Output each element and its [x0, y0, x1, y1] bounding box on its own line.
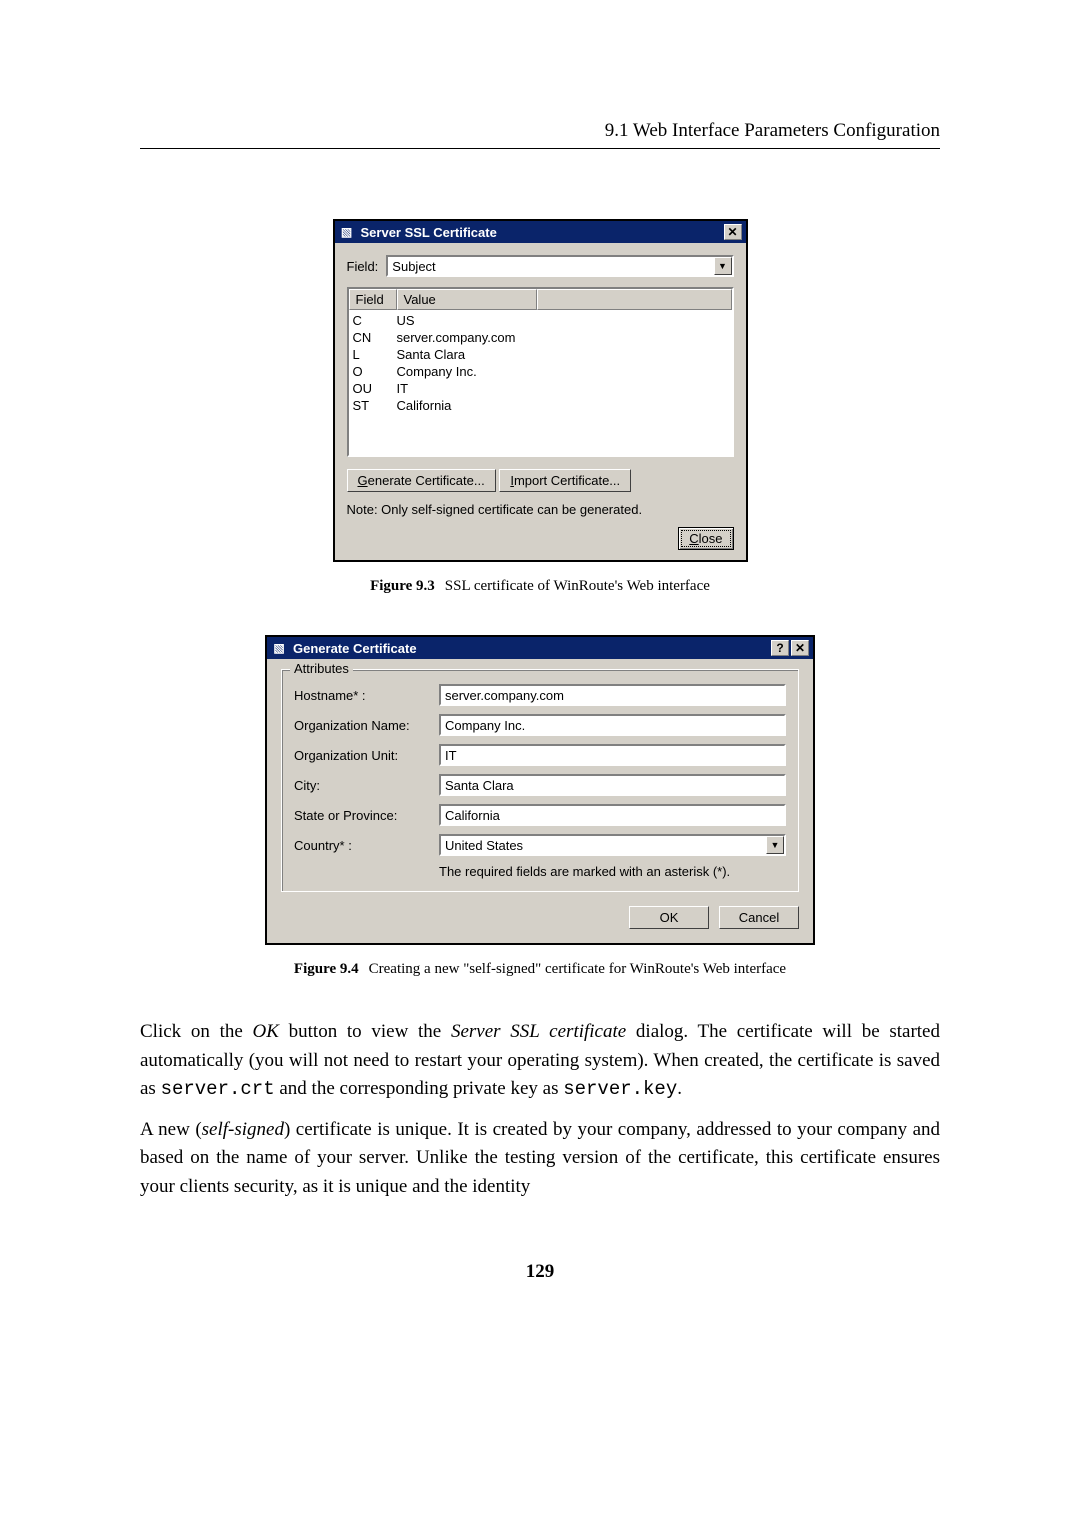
cert-field-name: OU [349, 381, 397, 396]
generate-certificate-dialog: ▧ Generate Certificate ? ✕ Attributes Ho… [265, 635, 815, 945]
state-or-province-field[interactable]: California [439, 804, 786, 826]
attributes-fieldset: Attributes Hostname* : server.company.co… [281, 669, 799, 892]
cert-field-value: Santa Clara [397, 347, 732, 362]
paragraph-2: A new (self-signed) certificate is uniqu… [140, 1116, 940, 1202]
city-field[interactable]: Santa Clara [439, 774, 786, 796]
cert-field-value: Company Inc. [397, 364, 732, 379]
page-number: 129 [140, 1261, 940, 1283]
organization-unit-field[interactable]: IT [439, 744, 786, 766]
column-header-blank [537, 289, 732, 310]
help-icon[interactable]: ? [771, 640, 789, 656]
figure-caption-9-3: Figure 9.3 SSL certificate of WinRoute's … [140, 578, 940, 595]
field-label: Field: [347, 259, 379, 274]
chevron-down-icon[interactable]: ▼ [766, 836, 784, 854]
generate-certificate-button[interactable]: Generate Certificate... [347, 469, 496, 492]
figure-caption-9-4: Figure 9.4 Creating a new "self-signed" c… [140, 961, 940, 978]
cert-field-name: O [349, 364, 397, 379]
dialog-titlebar: ▧ Server SSL Certificate ✕ [335, 221, 746, 243]
hostname-field[interactable]: server.company.com [439, 684, 786, 706]
certificate-fields-list: Field Value C US CN server.company.com [347, 287, 734, 457]
hostname-label: Hostname* : [294, 688, 439, 703]
import-certificate-button[interactable]: Import Certificate... [499, 469, 631, 492]
close-icon[interactable]: ✕ [724, 224, 742, 240]
cert-field-name: ST [349, 398, 397, 413]
column-header-value[interactable]: Value [397, 289, 537, 310]
dialog-title: Generate Certificate [293, 641, 771, 656]
app-icon: ▧ [271, 640, 287, 656]
dialog-title: Server SSL Certificate [361, 225, 724, 240]
cert-field-value: California [397, 398, 732, 413]
required-fields-note: The required fields are marked with an a… [439, 864, 786, 879]
cert-field-value: IT [397, 381, 732, 396]
body-prose: Click on the OK button to view the Serve… [140, 1018, 940, 1201]
country-select[interactable]: United States ▼ [439, 834, 786, 856]
ok-button[interactable]: OK [629, 906, 709, 929]
app-icon: ▧ [339, 224, 355, 240]
figure-number: Figure 9.3 [370, 578, 435, 594]
cancel-button[interactable]: Cancel [719, 906, 799, 929]
cert-field-name: L [349, 347, 397, 362]
dialog-titlebar: ▧ Generate Certificate ? ✕ [267, 637, 813, 659]
close-icon[interactable]: ✕ [791, 640, 809, 656]
cert-field-value: US [397, 313, 732, 328]
figure-number: Figure 9.4 [294, 961, 359, 977]
organization-unit-label: Organization Unit: [294, 748, 439, 763]
cert-field-value: server.company.com [397, 330, 732, 345]
page-header: 9.1 Web Interface Parameters Configurati… [140, 120, 940, 149]
column-header-field[interactable]: Field [349, 289, 397, 310]
list-item[interactable]: O Company Inc. [349, 363, 732, 380]
field-select-value: Subject [392, 259, 435, 274]
list-item[interactable]: CN server.company.com [349, 329, 732, 346]
section-title: 9.1 Web Interface Parameters Configurati… [140, 120, 940, 142]
country-select-value: United States [445, 838, 523, 853]
city-label: City: [294, 778, 439, 793]
close-button[interactable]: Close [678, 527, 733, 550]
list-item[interactable]: OU IT [349, 380, 732, 397]
cert-field-name: C [349, 313, 397, 328]
organization-name-label: Organization Name: [294, 718, 439, 733]
server-ssl-certificate-dialog: ▧ Server SSL Certificate ✕ Field: Subjec… [333, 219, 748, 562]
self-signed-note: Note: Only self-signed certificate can b… [347, 502, 734, 517]
list-item[interactable]: L Santa Clara [349, 346, 732, 363]
paragraph-1: Click on the OK button to view the Serve… [140, 1018, 940, 1104]
figure-text: Creating a new "self-signed" certificate… [369, 961, 786, 977]
list-item[interactable]: ST California [349, 397, 732, 414]
list-item[interactable]: C US [349, 312, 732, 329]
country-label: Country* : [294, 838, 439, 853]
figure-text: SSL certificate of WinRoute's Web interf… [445, 578, 710, 594]
cert-field-name: CN [349, 330, 397, 345]
chevron-down-icon[interactable]: ▼ [714, 257, 732, 275]
fieldset-legend: Attributes [290, 661, 353, 676]
field-select[interactable]: Subject ▼ [386, 255, 733, 277]
organization-name-field[interactable]: Company Inc. [439, 714, 786, 736]
state-or-province-label: State or Province: [294, 808, 439, 823]
